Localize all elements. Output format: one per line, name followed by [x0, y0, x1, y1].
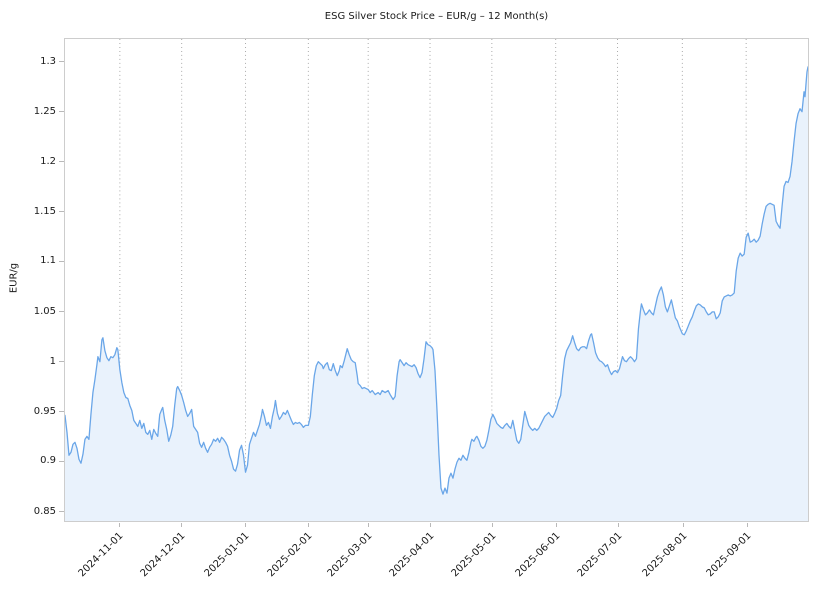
y-tick-label: 1.2 — [40, 156, 56, 167]
x-tick-label: 2024-11-01 — [76, 530, 126, 580]
x-tick-label: 2025-06-01 — [513, 530, 563, 580]
price-line — [65, 66, 808, 495]
x-tick-label: 2025-01-01 — [202, 530, 252, 580]
x-tick — [683, 523, 684, 527]
y-tick — [59, 511, 64, 512]
price-area-fill — [65, 66, 808, 521]
y-tick — [59, 261, 64, 262]
y-tick-label: 1.15 — [33, 206, 56, 217]
x-tick — [181, 523, 182, 527]
y-tick-label: 1 — [49, 356, 56, 367]
y-tick — [59, 211, 64, 212]
x-tick — [430, 523, 431, 527]
x-tick-label: 2025-04-01 — [387, 530, 437, 580]
x-tick — [119, 523, 120, 527]
y-tick-label: 0.85 — [33, 506, 56, 517]
y-tick-label: 1.25 — [33, 106, 56, 117]
x-tick-label: 2025-02-01 — [265, 530, 315, 580]
y-tick-label: 1.3 — [40, 56, 56, 67]
x-tick — [556, 523, 557, 527]
x-tick — [308, 523, 309, 527]
price-area-chart — [65, 39, 808, 521]
x-tick — [368, 523, 369, 527]
x-tick-label: 2025-07-01 — [575, 530, 625, 580]
chart-title: ESG Silver Stock Price – EUR/g – 12 Mont… — [324, 11, 549, 22]
x-tick — [492, 523, 493, 527]
y-tick — [59, 161, 64, 162]
y-tick-label: 0.9 — [40, 455, 56, 466]
y-tick-label: 1.05 — [33, 306, 56, 317]
y-tick-label: 0.95 — [33, 406, 56, 417]
x-tick-label: 2024-12-01 — [138, 530, 188, 580]
y-tick — [59, 311, 64, 312]
y-tick-label: 1.1 — [40, 255, 56, 266]
y-tick — [59, 61, 64, 62]
y-tick — [59, 361, 64, 362]
y-tick — [59, 111, 64, 112]
y-tick — [59, 461, 64, 462]
x-tick-label: 2025-09-01 — [704, 530, 754, 580]
plot-area — [64, 38, 809, 522]
x-tick-label: 2025-05-01 — [449, 530, 499, 580]
x-tick-label: 2025-03-01 — [325, 530, 375, 580]
x-tick — [618, 523, 619, 527]
x-tick — [245, 523, 246, 527]
y-tick — [59, 411, 64, 412]
x-tick-label: 2025-08-01 — [640, 530, 690, 580]
x-tick — [747, 523, 748, 527]
y-axis-label: EUR/g — [8, 262, 20, 294]
